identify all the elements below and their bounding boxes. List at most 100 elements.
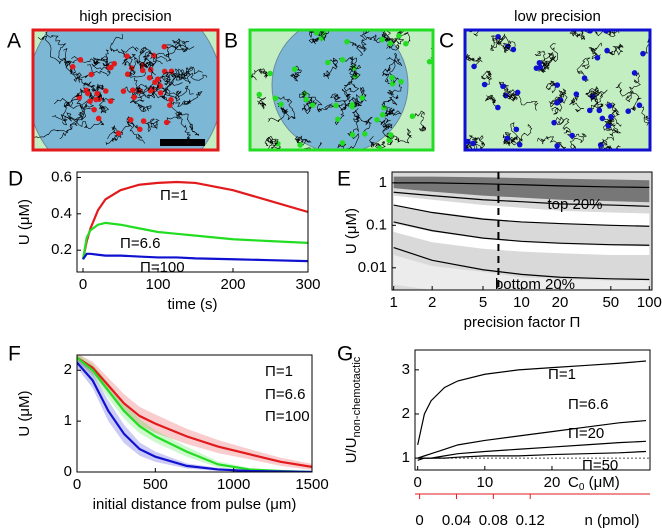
series-line [417,450,647,461]
panel-title: high precision [79,8,172,25]
error-band [77,357,312,472]
trajectory [150,42,189,62]
x-axis-label: initial distance from pulse (μm) [93,496,297,513]
cell [587,107,593,114]
cell [291,66,298,73]
y-axis-label: U (μM) [343,208,360,254]
scale-bar [160,139,205,146]
cell [95,115,102,122]
trajectory [51,97,84,122]
cell [504,135,511,142]
cell [551,119,557,126]
y-tick-label: 0.4 [51,205,72,222]
trajectory [109,34,132,69]
y-axis-label: U (μM) [16,199,33,245]
y-tick-label: 0.6 [51,168,72,185]
panel-letter: G [337,343,353,366]
trajectory [391,30,411,46]
trajectory [149,72,208,94]
plot-frame [414,349,651,471]
cell [318,35,325,41]
cell [128,65,135,71]
trajectory [485,94,499,108]
series-line [77,356,312,468]
cell [351,64,357,71]
series-label: Π=6.6 [120,235,160,252]
trajectory [615,72,641,97]
cell [115,130,122,137]
y-axis-label-sub: non-chemotactic [351,356,363,437]
x-tick-label: 50 [602,294,619,311]
cell [88,71,95,78]
trajectory [625,92,642,112]
cell [146,75,153,81]
x2-tick-label: 0.04 [442,512,471,529]
cell [372,14,378,20]
trajectory [302,96,317,115]
trajectory [352,115,373,136]
cell [536,60,543,66]
cell [389,74,395,81]
cell [344,38,350,45]
cell [130,87,136,93]
cell [470,140,476,147]
annotation: bottom 20% [495,276,575,293]
series-label: Π=1 [548,366,576,383]
x-tick-label: 1000 [217,476,250,493]
percentile-band [393,255,650,290]
plot-area [77,355,312,472]
plot-area [415,360,650,461]
y-tick-label: 3 [402,361,410,378]
trajectory [251,68,271,81]
panel-letter: B [224,30,238,53]
cell [359,95,366,101]
x-tick-label: 10 [513,294,530,311]
trajectory [37,35,76,74]
x-tick-label: 100 [145,276,170,293]
cell [604,47,610,54]
series-label: Π=100 [140,259,185,276]
series-label: Π=50 [582,457,618,474]
cell [124,53,130,59]
trajectory [160,85,194,102]
series-line [81,180,308,260]
x-tick-label: 2 [428,294,436,311]
trajectory [308,32,328,45]
trajectory [553,116,571,134]
panel-border [248,28,435,152]
cell [168,97,174,103]
trajectory [352,97,367,108]
cell [303,96,309,103]
trajectory [355,86,367,104]
cell [362,131,368,137]
series-label: Π=100 [265,408,310,425]
cell [403,40,409,47]
trajectory [96,91,110,114]
plot-area [392,172,652,290]
trajectory [138,46,155,71]
panel-letter: A [7,30,21,53]
series-line [417,419,647,459]
trajectory [337,133,360,150]
cell [349,102,355,108]
series-line [393,182,650,189]
cell [513,126,520,133]
trajectory [536,136,567,150]
y-axis-label-main: U/U [343,437,360,463]
x-tick-label: 20 [552,294,569,311]
cell [409,113,416,120]
trajectory [490,35,501,51]
cell [111,60,118,67]
cell [631,70,638,76]
percentile-band [393,195,650,227]
cell [333,102,339,109]
trajectory [606,43,624,56]
pulse-region [271,30,409,150]
trajectory [155,66,191,82]
cell [426,58,433,65]
trajectory [149,81,183,101]
cell [374,117,380,123]
trajectory [481,70,493,85]
cell [139,67,146,74]
x2-axis-label: n (pmol) [584,512,639,529]
